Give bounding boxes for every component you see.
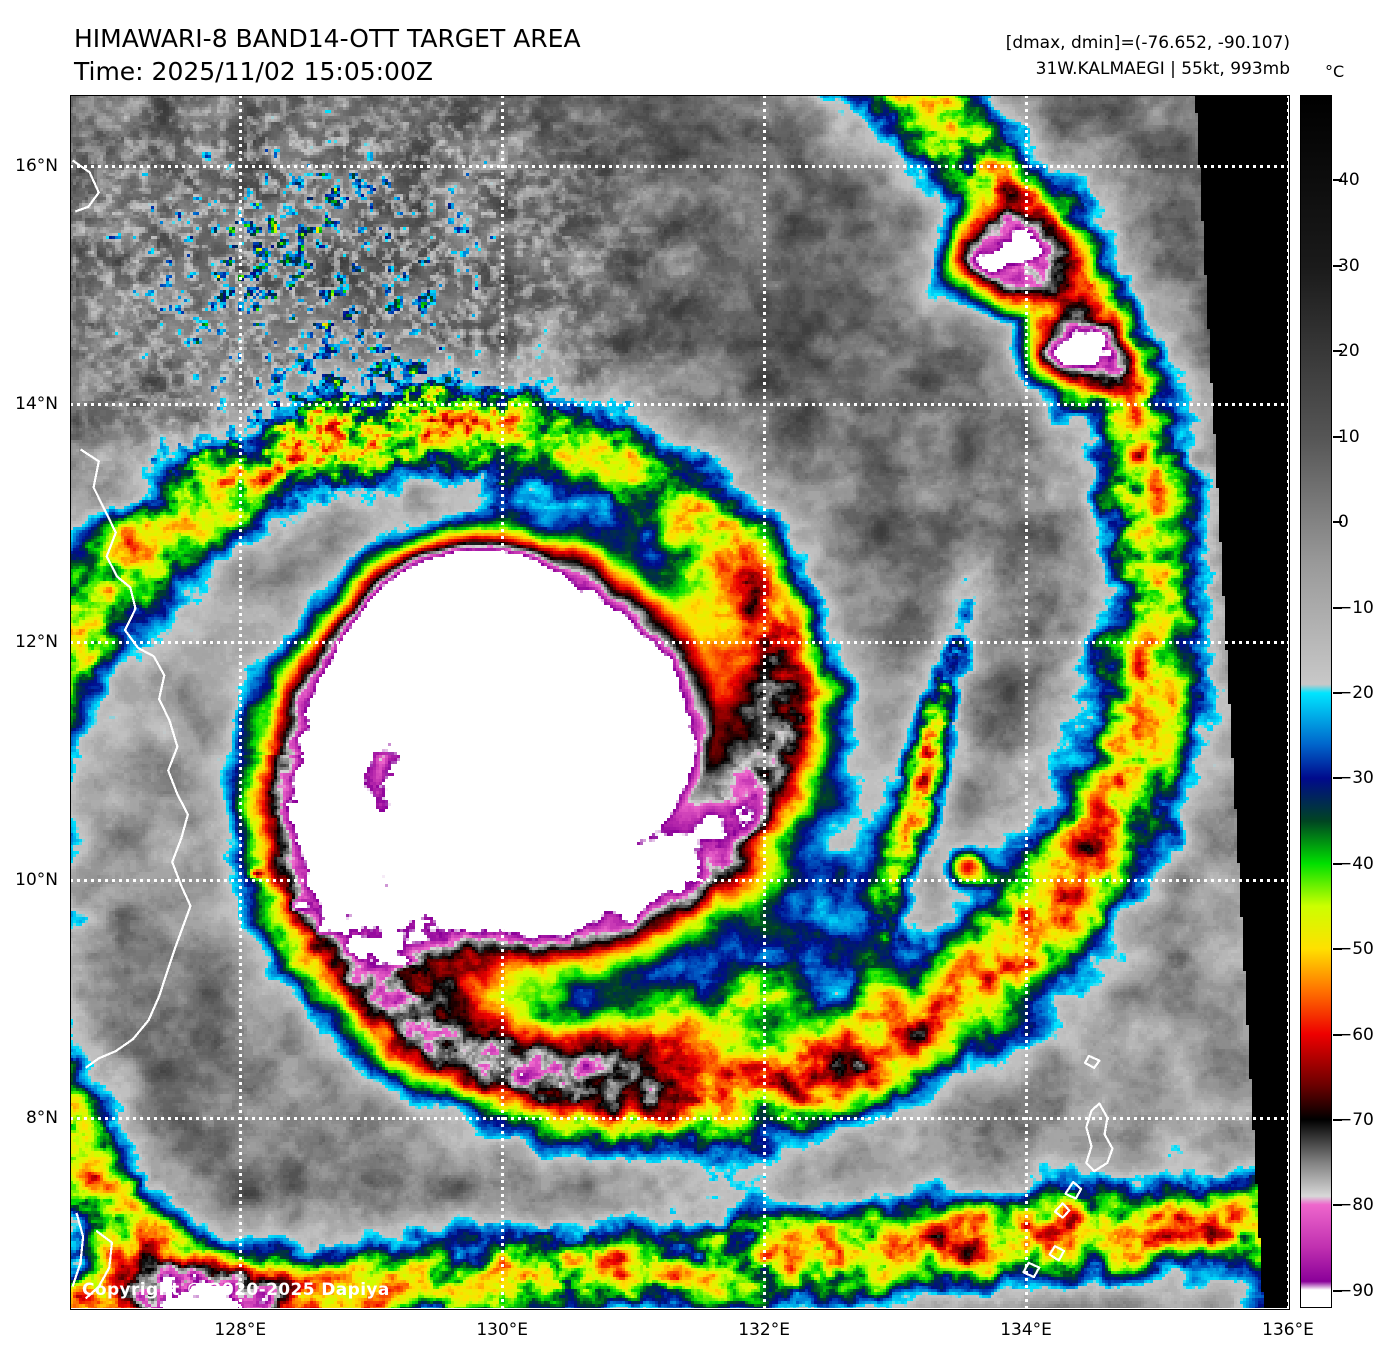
colorbar-tick-label: −30: [1338, 768, 1374, 788]
figure-title-block: HIMAWARI-8 BAND14-OTT TARGET AREA Time: …: [74, 22, 581, 88]
lat-tick-label: 14°N: [15, 394, 58, 414]
colorbar-gradient: [1301, 96, 1331, 1307]
page-title: HIMAWARI-8 BAND14-OTT TARGET AREA: [74, 24, 581, 53]
colorbar-tick-label: −70: [1338, 1110, 1374, 1130]
dmax-dmin-label: [dmax, dmin]=(-76.652, -90.107): [1006, 33, 1290, 53]
lat-tick-label: 10°N: [15, 870, 58, 890]
brightness-temperature-raster: [70, 95, 1288, 1308]
colorbar-tick-label: 10: [1338, 427, 1360, 447]
colorbar-tick-label: −90: [1338, 1281, 1374, 1301]
colorbar-unit-label: °C: [1325, 62, 1344, 81]
colorbar-tick-label: −60: [1338, 1025, 1374, 1045]
copyright-label: Copyright © 2020-2025 Dapiya: [82, 1280, 390, 1300]
colorbar-tick-label: 0: [1338, 512, 1349, 532]
colorbar-tick-label: 40: [1338, 170, 1360, 190]
colorbar-tick-label: −80: [1338, 1195, 1374, 1215]
colorbar: [1300, 95, 1332, 1308]
storm-info-label: 31W.KALMAEGI | 55kt, 993mb: [1036, 59, 1290, 79]
lon-tick-label: 136°E: [1262, 1320, 1314, 1340]
timestamp-label: Time: 2025/11/02 15:05:00Z: [74, 57, 433, 86]
lon-tick-label: 134°E: [1000, 1320, 1052, 1340]
colorbar-tick-label: −50: [1338, 939, 1374, 959]
lat-tick-label: 12°N: [15, 632, 58, 652]
colorbar-tick-label: −10: [1338, 598, 1374, 618]
lon-tick-label: 132°E: [738, 1320, 790, 1340]
colorbar-tick-label: −20: [1338, 683, 1374, 703]
lat-tick-label: 16°N: [15, 156, 58, 176]
colorbar-tick-label: 20: [1338, 341, 1360, 361]
lon-tick-label: 128°E: [214, 1320, 266, 1340]
lon-tick-label: 130°E: [476, 1320, 528, 1340]
lat-tick-label: 8°N: [26, 1108, 58, 1128]
colorbar-tick-label: −40: [1338, 854, 1374, 874]
colorbar-tick-label: 30: [1338, 256, 1360, 276]
satellite-image-plot[interactable]: [70, 95, 1288, 1308]
figure-metadata-block: [dmax, dmin]=(-76.652, -90.107) 31W.KALM…: [1006, 30, 1290, 82]
